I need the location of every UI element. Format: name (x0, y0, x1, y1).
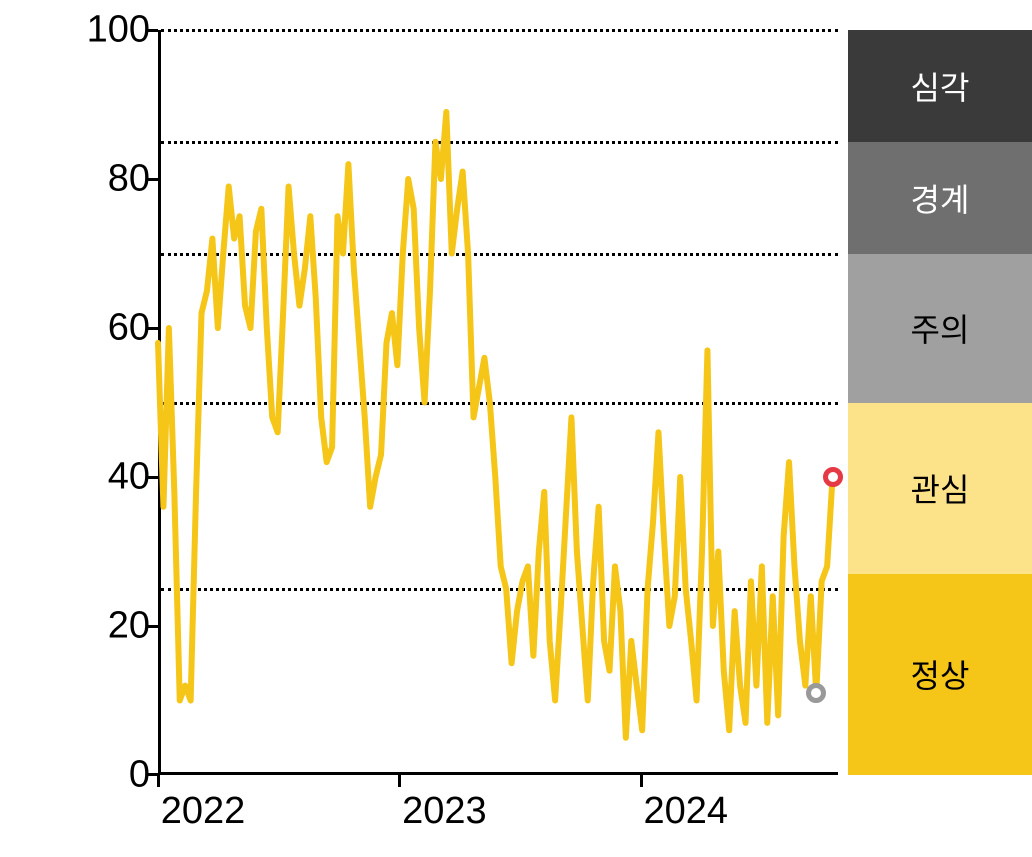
legend-band-label: 정상 (911, 651, 970, 697)
line-series (158, 30, 838, 775)
legend-band: 심각 (848, 30, 1032, 142)
legend-band-label: 심각 (911, 63, 970, 109)
y-tick (146, 178, 158, 181)
legend-band-label: 주의 (911, 305, 970, 351)
x-tick (640, 775, 643, 787)
x-tick (398, 775, 401, 787)
legend-band: 경계 (848, 142, 1032, 254)
y-tick-label: 20 (108, 605, 150, 648)
legend-band: 정상 (848, 574, 1032, 775)
y-tick-label: 80 (108, 158, 150, 201)
chart-container: 100 80 60 40 20 0 202220232024 심각경계주의관심정… (0, 0, 1032, 857)
data-marker (823, 467, 843, 487)
legend-band: 관심 (848, 403, 1032, 574)
y-tick-label: 100 (87, 9, 150, 52)
legend-band-label: 관심 (911, 465, 970, 511)
y-tick (146, 476, 158, 479)
x-tick-label: 2024 (644, 790, 729, 833)
x-tick-label: 2023 (402, 790, 487, 833)
y-tick (146, 327, 158, 330)
x-tick (157, 775, 160, 787)
y-tick-label: 60 (108, 307, 150, 350)
data-marker (806, 683, 826, 703)
legend-band: 주의 (848, 254, 1032, 403)
legend-band-label: 경계 (911, 175, 970, 221)
y-tick (146, 625, 158, 628)
y-tick-label: 40 (108, 456, 150, 499)
x-tick-label: 2022 (161, 790, 246, 833)
y-tick (146, 29, 158, 32)
